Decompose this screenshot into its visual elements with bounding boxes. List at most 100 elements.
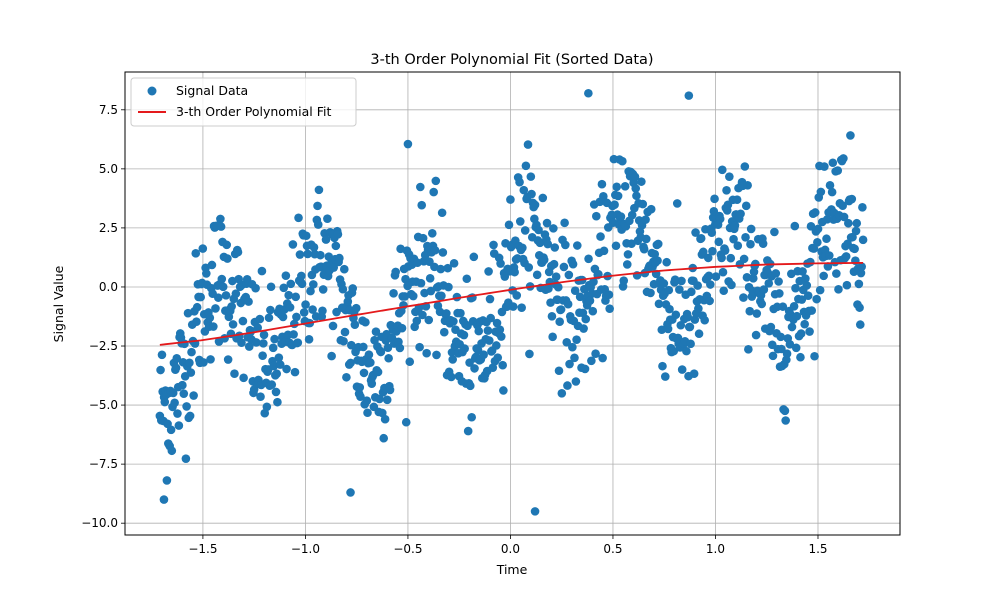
scatter-point	[181, 454, 191, 463]
scatter-point	[520, 226, 530, 235]
scatter-point	[294, 213, 303, 223]
scatter-point	[816, 187, 826, 197]
scatter-point	[663, 324, 673, 334]
scatter-point	[223, 254, 232, 263]
scatter-point	[742, 273, 752, 282]
scatter-point	[530, 200, 540, 210]
scatter-point	[526, 172, 536, 181]
scatter-point	[474, 326, 484, 336]
scatter-point	[430, 245, 440, 255]
scatter-point	[579, 324, 588, 333]
scatter-point	[758, 239, 768, 248]
scatter-point	[598, 353, 607, 363]
scatter-point	[272, 369, 282, 379]
legend-marker-signal-data	[147, 86, 157, 96]
scatter-point	[301, 300, 310, 309]
scatter-point	[160, 397, 170, 407]
scatter-point	[707, 228, 717, 237]
scatter-point	[696, 234, 706, 243]
scatter-point	[858, 235, 868, 245]
scatter-point	[839, 154, 848, 163]
scatter-point	[289, 330, 298, 339]
scatter-point	[672, 199, 682, 208]
scatter-point	[162, 476, 172, 485]
scatter-point	[570, 286, 580, 296]
scatter-point	[851, 226, 861, 236]
scatter-point	[270, 334, 279, 344]
scatter-point	[616, 212, 626, 221]
scatter-point	[596, 232, 605, 241]
scatter-point	[771, 269, 781, 278]
scatter-point	[854, 279, 864, 289]
scatter-point	[335, 253, 344, 263]
scatter-point	[543, 239, 553, 249]
scatter-point	[297, 279, 307, 289]
scatter-point	[233, 247, 243, 257]
scatter-point	[720, 246, 730, 255]
scatter-point	[422, 348, 431, 358]
scatter-point	[424, 315, 434, 325]
legend-box	[130, 77, 357, 127]
scatter-point	[778, 302, 788, 311]
scatter-point	[846, 131, 855, 140]
scatter-point	[348, 284, 358, 293]
scatter-point	[657, 325, 667, 335]
scatter-point	[612, 182, 622, 192]
x-tick-label: −0.5	[393, 542, 422, 556]
scatter-point	[222, 240, 232, 250]
scatter-point	[510, 267, 519, 277]
scatter-point	[401, 417, 411, 427]
fit-line	[159, 261, 864, 346]
scatter-point	[356, 392, 365, 402]
scatter-point	[339, 336, 348, 346]
scatter-point	[379, 433, 389, 443]
scatter-point	[173, 409, 182, 418]
scatter-point	[585, 296, 595, 306]
scatter-point	[346, 358, 355, 368]
scatter-point	[391, 267, 400, 277]
scatter-point	[244, 342, 254, 351]
scatter-point	[565, 359, 574, 369]
scatter-point	[185, 358, 194, 368]
scatter-point	[286, 279, 296, 289]
scatter-point	[456, 308, 465, 318]
scatter-point	[704, 271, 714, 281]
scatter-point	[813, 224, 823, 234]
scatter-point	[641, 215, 650, 224]
scatter-point	[202, 269, 211, 278]
scatter-point	[828, 158, 838, 168]
scatter-point	[228, 320, 238, 329]
scatter-point	[333, 230, 343, 239]
scatter-point	[563, 381, 572, 390]
scatter-point	[689, 369, 699, 379]
scatter-point	[780, 406, 790, 416]
scatter-point	[223, 355, 233, 364]
scatter-point	[486, 313, 496, 323]
scatter-point	[796, 352, 805, 362]
scatter-point	[620, 182, 630, 191]
y-axis-label: Signal Value	[51, 265, 66, 342]
scatter-point	[425, 274, 435, 283]
scatter-point	[857, 262, 866, 271]
scatter-point	[292, 312, 301, 322]
scatter-point	[730, 221, 740, 230]
scatter-point	[855, 303, 864, 312]
scatter-point	[367, 379, 377, 389]
scatter-point	[553, 282, 563, 292]
scatter-point	[171, 363, 181, 373]
scatter-point	[479, 350, 488, 360]
legend-label-fit: 3-th Order Polynomial Fit	[176, 104, 331, 119]
y-tick-label: 2.5	[99, 221, 118, 235]
scatter-point	[694, 304, 703, 313]
scatter-point	[493, 353, 503, 362]
legend: Signal Data 3-th Order Polynomial Fit	[130, 77, 357, 127]
scatter-point	[285, 303, 295, 312]
scatter-point	[364, 350, 374, 359]
scatter-point	[722, 186, 731, 195]
scatter-point	[592, 211, 601, 221]
scatter-point	[705, 296, 714, 306]
scatter-point	[718, 267, 728, 277]
scatter-point	[205, 313, 215, 323]
scatter-point	[323, 214, 332, 223]
scatter-point	[709, 207, 719, 216]
